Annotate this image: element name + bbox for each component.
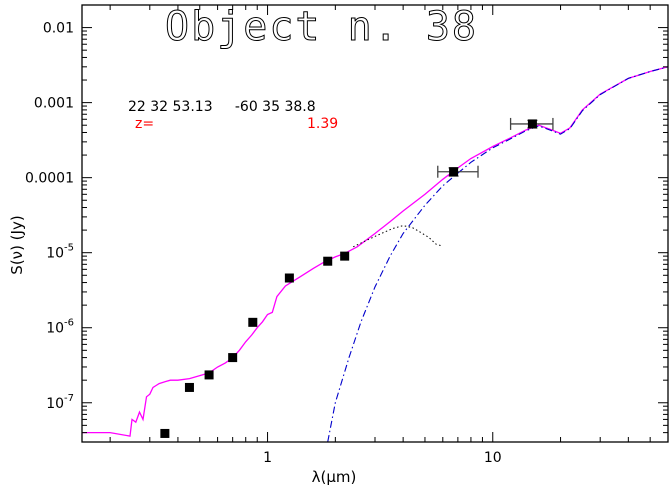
coordinates-label: 22 32 53.13 -60 35 38.8 — [128, 99, 316, 115]
axes-group: 0.01 0.001 0.0001 10-5 10-6 10-7 1 10 — [25, 4, 669, 466]
chart-title: Object n. 38 — [165, 4, 478, 50]
redshift-label: z= — [135, 116, 154, 132]
model-total-line — [82, 66, 669, 437]
photometry-point — [204, 370, 214, 380]
photometry-point — [449, 167, 459, 177]
redshift-value: 1.39 — [307, 116, 338, 132]
photometry-point — [340, 251, 350, 261]
x-tick-label: 1 — [263, 450, 272, 466]
y-tick-label: 0.0001 — [25, 171, 74, 187]
y-tick-label: 10-7 — [46, 393, 74, 412]
series-group — [82, 66, 669, 443]
photometry-point — [160, 428, 170, 438]
plot-frame — [81, 4, 669, 443]
x-axis-title: λ(μm) — [312, 468, 357, 486]
errorbar-point — [437, 165, 479, 178]
photometry-point — [248, 317, 258, 327]
errorbar-point — [509, 117, 554, 130]
data-points-group — [160, 117, 554, 438]
y-tick-label: 0.01 — [43, 21, 74, 37]
photometry-point — [228, 353, 238, 363]
photometry-point — [527, 119, 537, 129]
y-tick-label: 10-6 — [46, 318, 74, 337]
stellar-component-line — [352, 225, 443, 248]
agn-component-line — [327, 66, 669, 443]
photometry-point — [284, 273, 294, 283]
photometry-point — [323, 256, 333, 266]
y-tick-label: 0.001 — [34, 96, 74, 112]
photometry-point — [184, 382, 194, 392]
y-tick-label: 10-5 — [46, 243, 74, 262]
x-tick-label: 10 — [484, 450, 502, 466]
y-axis-title: S(ν) (Jy) — [8, 215, 26, 274]
